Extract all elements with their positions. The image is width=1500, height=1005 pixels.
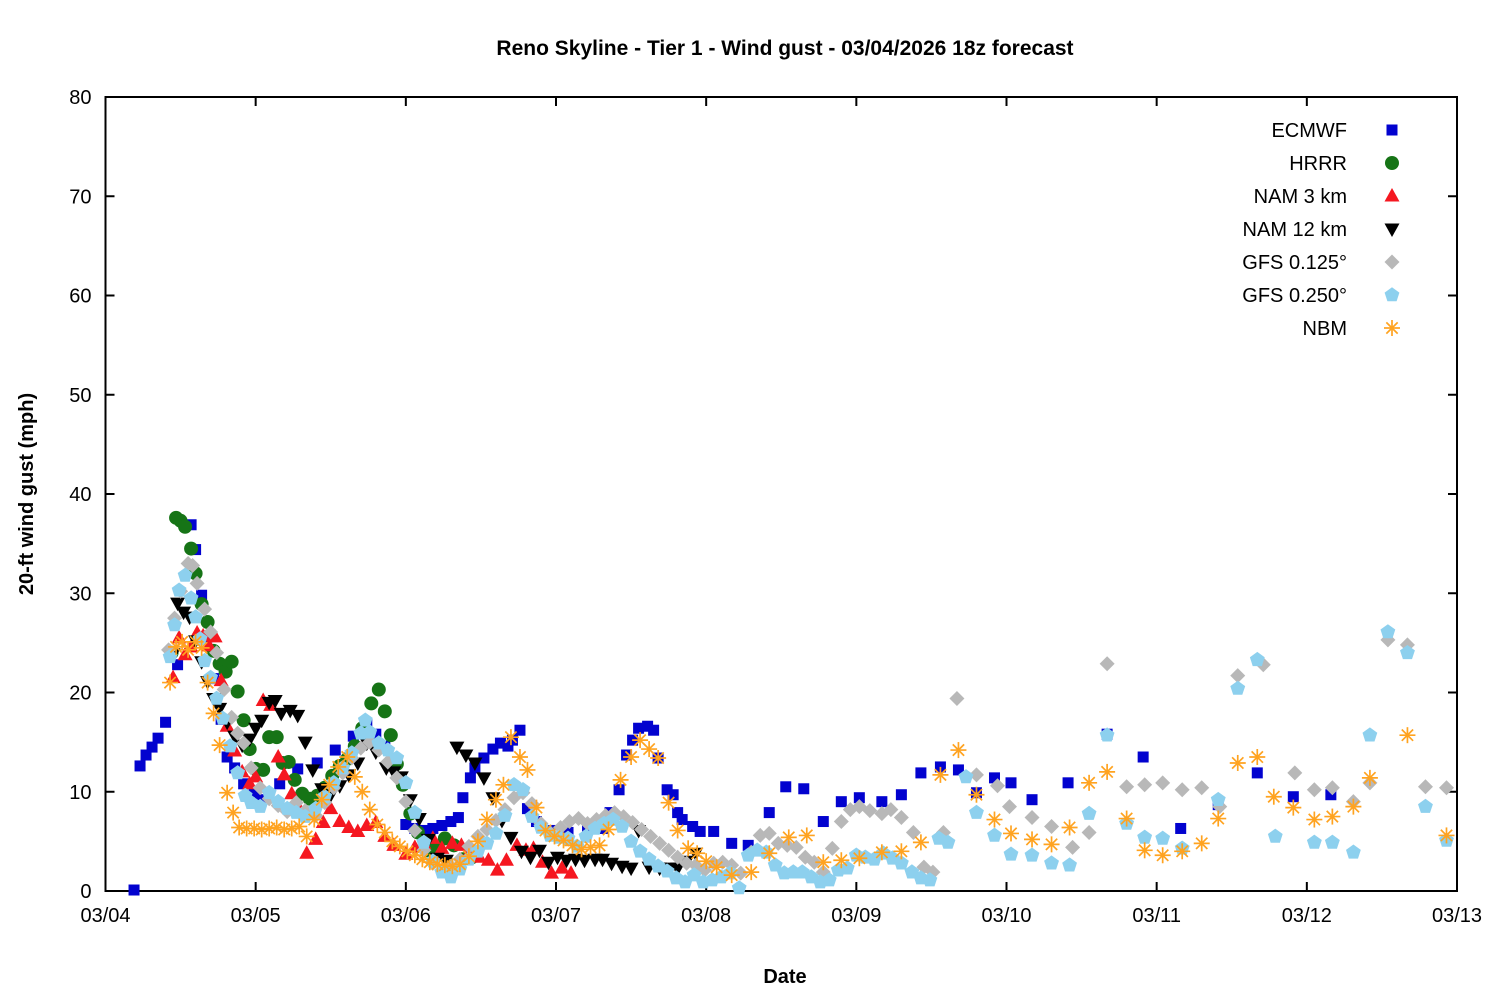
- legend-label: HRRR: [1289, 153, 1347, 175]
- y-tick-label: 30: [69, 583, 91, 605]
- legend-entry-nam-12-km: NAM 12 km: [1243, 219, 1400, 241]
- legend-marker-pentagon-icon: [1384, 287, 1400, 302]
- x-tick-label: 03/05: [231, 905, 281, 927]
- series-nbm: [162, 633, 1455, 884]
- legend-marker-square-icon: [1386, 124, 1398, 136]
- legend-label: GFS 0.125°: [1242, 252, 1347, 274]
- x-axis-label: Date: [763, 966, 806, 988]
- series-hrrr: [164, 510, 479, 867]
- legend-marker-triangle-down-icon: [1384, 223, 1400, 237]
- legend-label: NAM 12 km: [1243, 219, 1347, 241]
- legend-label: NBM: [1303, 318, 1347, 340]
- y-tick-label: 20: [69, 683, 91, 705]
- y-tick-label: 50: [69, 385, 91, 407]
- x-tick-label: 03/13: [1432, 905, 1482, 927]
- y-tick-label: 80: [69, 87, 91, 109]
- legend-marker-circle-icon: [1385, 156, 1399, 170]
- legend-marker-triangle-up-icon: [1384, 188, 1400, 202]
- x-tick-label: 03/08: [681, 905, 731, 927]
- chart-legend: ECMWF HRRR NAM 3 km NAM 12 km GFS 0.125° GFS …: [1242, 120, 1400, 340]
- y-tick-label: 40: [69, 484, 91, 506]
- series-gfs-0-250-: [162, 567, 1454, 895]
- y-tick-label: 0: [80, 881, 91, 903]
- x-tick-label: 03/09: [831, 905, 881, 927]
- y-tick-label: 10: [69, 782, 91, 804]
- legend-entry-ecmwf: ECMWF: [1271, 120, 1398, 142]
- legend-label: ECMWF: [1271, 120, 1347, 142]
- legend-marker-asterisk-icon: [1384, 320, 1400, 336]
- legend-label: GFS 0.250°: [1242, 285, 1347, 307]
- legend-label: NAM 3 km: [1254, 186, 1347, 208]
- legend-entry-nam-3-km: NAM 3 km: [1254, 186, 1400, 208]
- legend-marker-diamond-icon: [1384, 254, 1400, 270]
- chart-title: Reno Skyline - Tier 1 - Wind gust - 03/0…: [496, 37, 1073, 60]
- legend-entry-gfs-0-250-: GFS 0.250°: [1242, 285, 1400, 307]
- x-tick-label: 03/06: [381, 905, 431, 927]
- y-tick-label: 60: [69, 286, 91, 308]
- legend-entry-nbm: NBM: [1303, 318, 1400, 340]
- x-tick-label: 03/04: [80, 905, 130, 927]
- legend-entry-gfs-0-125-: GFS 0.125°: [1242, 252, 1400, 274]
- x-tick-label: 03/12: [1282, 905, 1332, 927]
- x-tick-label: 03/07: [531, 905, 581, 927]
- x-tick-label: 03/11: [1132, 905, 1181, 927]
- y-tick-label: 70: [69, 186, 91, 208]
- axis-tick-labels: 03/04 03/05 03/06 03/07 03/08 03/09 03/10 03/11…: [69, 87, 1482, 927]
- axis-ticks: [104, 96, 1458, 892]
- x-tick-label: 03/10: [981, 905, 1031, 927]
- legend-entry-hrrr: HRRR: [1289, 153, 1399, 175]
- data-points: [128, 510, 1455, 896]
- y-axis-label: 20-ft wind gust (mph): [16, 393, 38, 595]
